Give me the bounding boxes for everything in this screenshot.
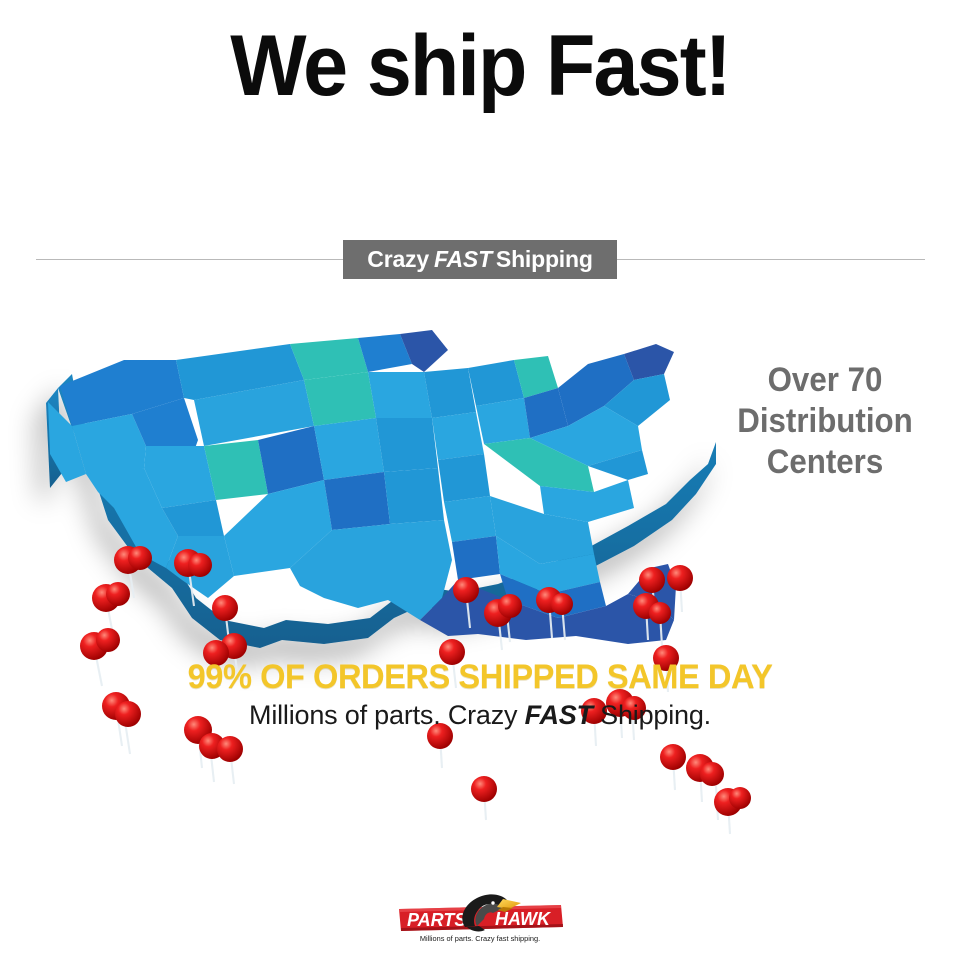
crazy-fast-shipping-banner: Crazy FAST Shipping [343,240,617,279]
map-top-faces [48,330,676,644]
distribution-centers-callout: Over 70 Distribution Centers [723,360,927,483]
callout-line-2: Distribution [737,402,913,440]
subtitle-pre: Millions of parts. Crazy [249,700,518,730]
logo-tagline: Millions of parts. Crazy fast shipping. [420,934,540,943]
banner-label-emphasis: FAST [433,246,492,272]
parts-hawk-logo[interactable]: PARTS HAWK Millions of parts. Crazy fast… [393,893,567,945]
banner-label-post: Shipping [495,246,593,272]
callout-line-3: Centers [766,443,884,481]
shipping-subtitle: Millions of parts. Crazy FAST Shipping. [0,700,960,731]
subtitle-post: Shipping. [600,700,711,730]
same-day-shipping-headline: 99% OF ORDERS SHIPPED SAME DAY [187,658,773,696]
callout-line-1: Over 70 [767,361,883,399]
hawk-head-icon [462,894,521,932]
distribution-pin-group [80,546,751,835]
logo-word-parts: PARTS [407,910,466,930]
page-title: We ship Fast! [230,18,731,114]
subtitle-emphasis: FAST [524,700,593,730]
banner-label-pre: Crazy [367,246,429,272]
banner-label: Crazy FAST Shipping [367,246,593,273]
distribution-map [28,268,751,835]
logo-word-hawk: HAWK [495,909,552,929]
